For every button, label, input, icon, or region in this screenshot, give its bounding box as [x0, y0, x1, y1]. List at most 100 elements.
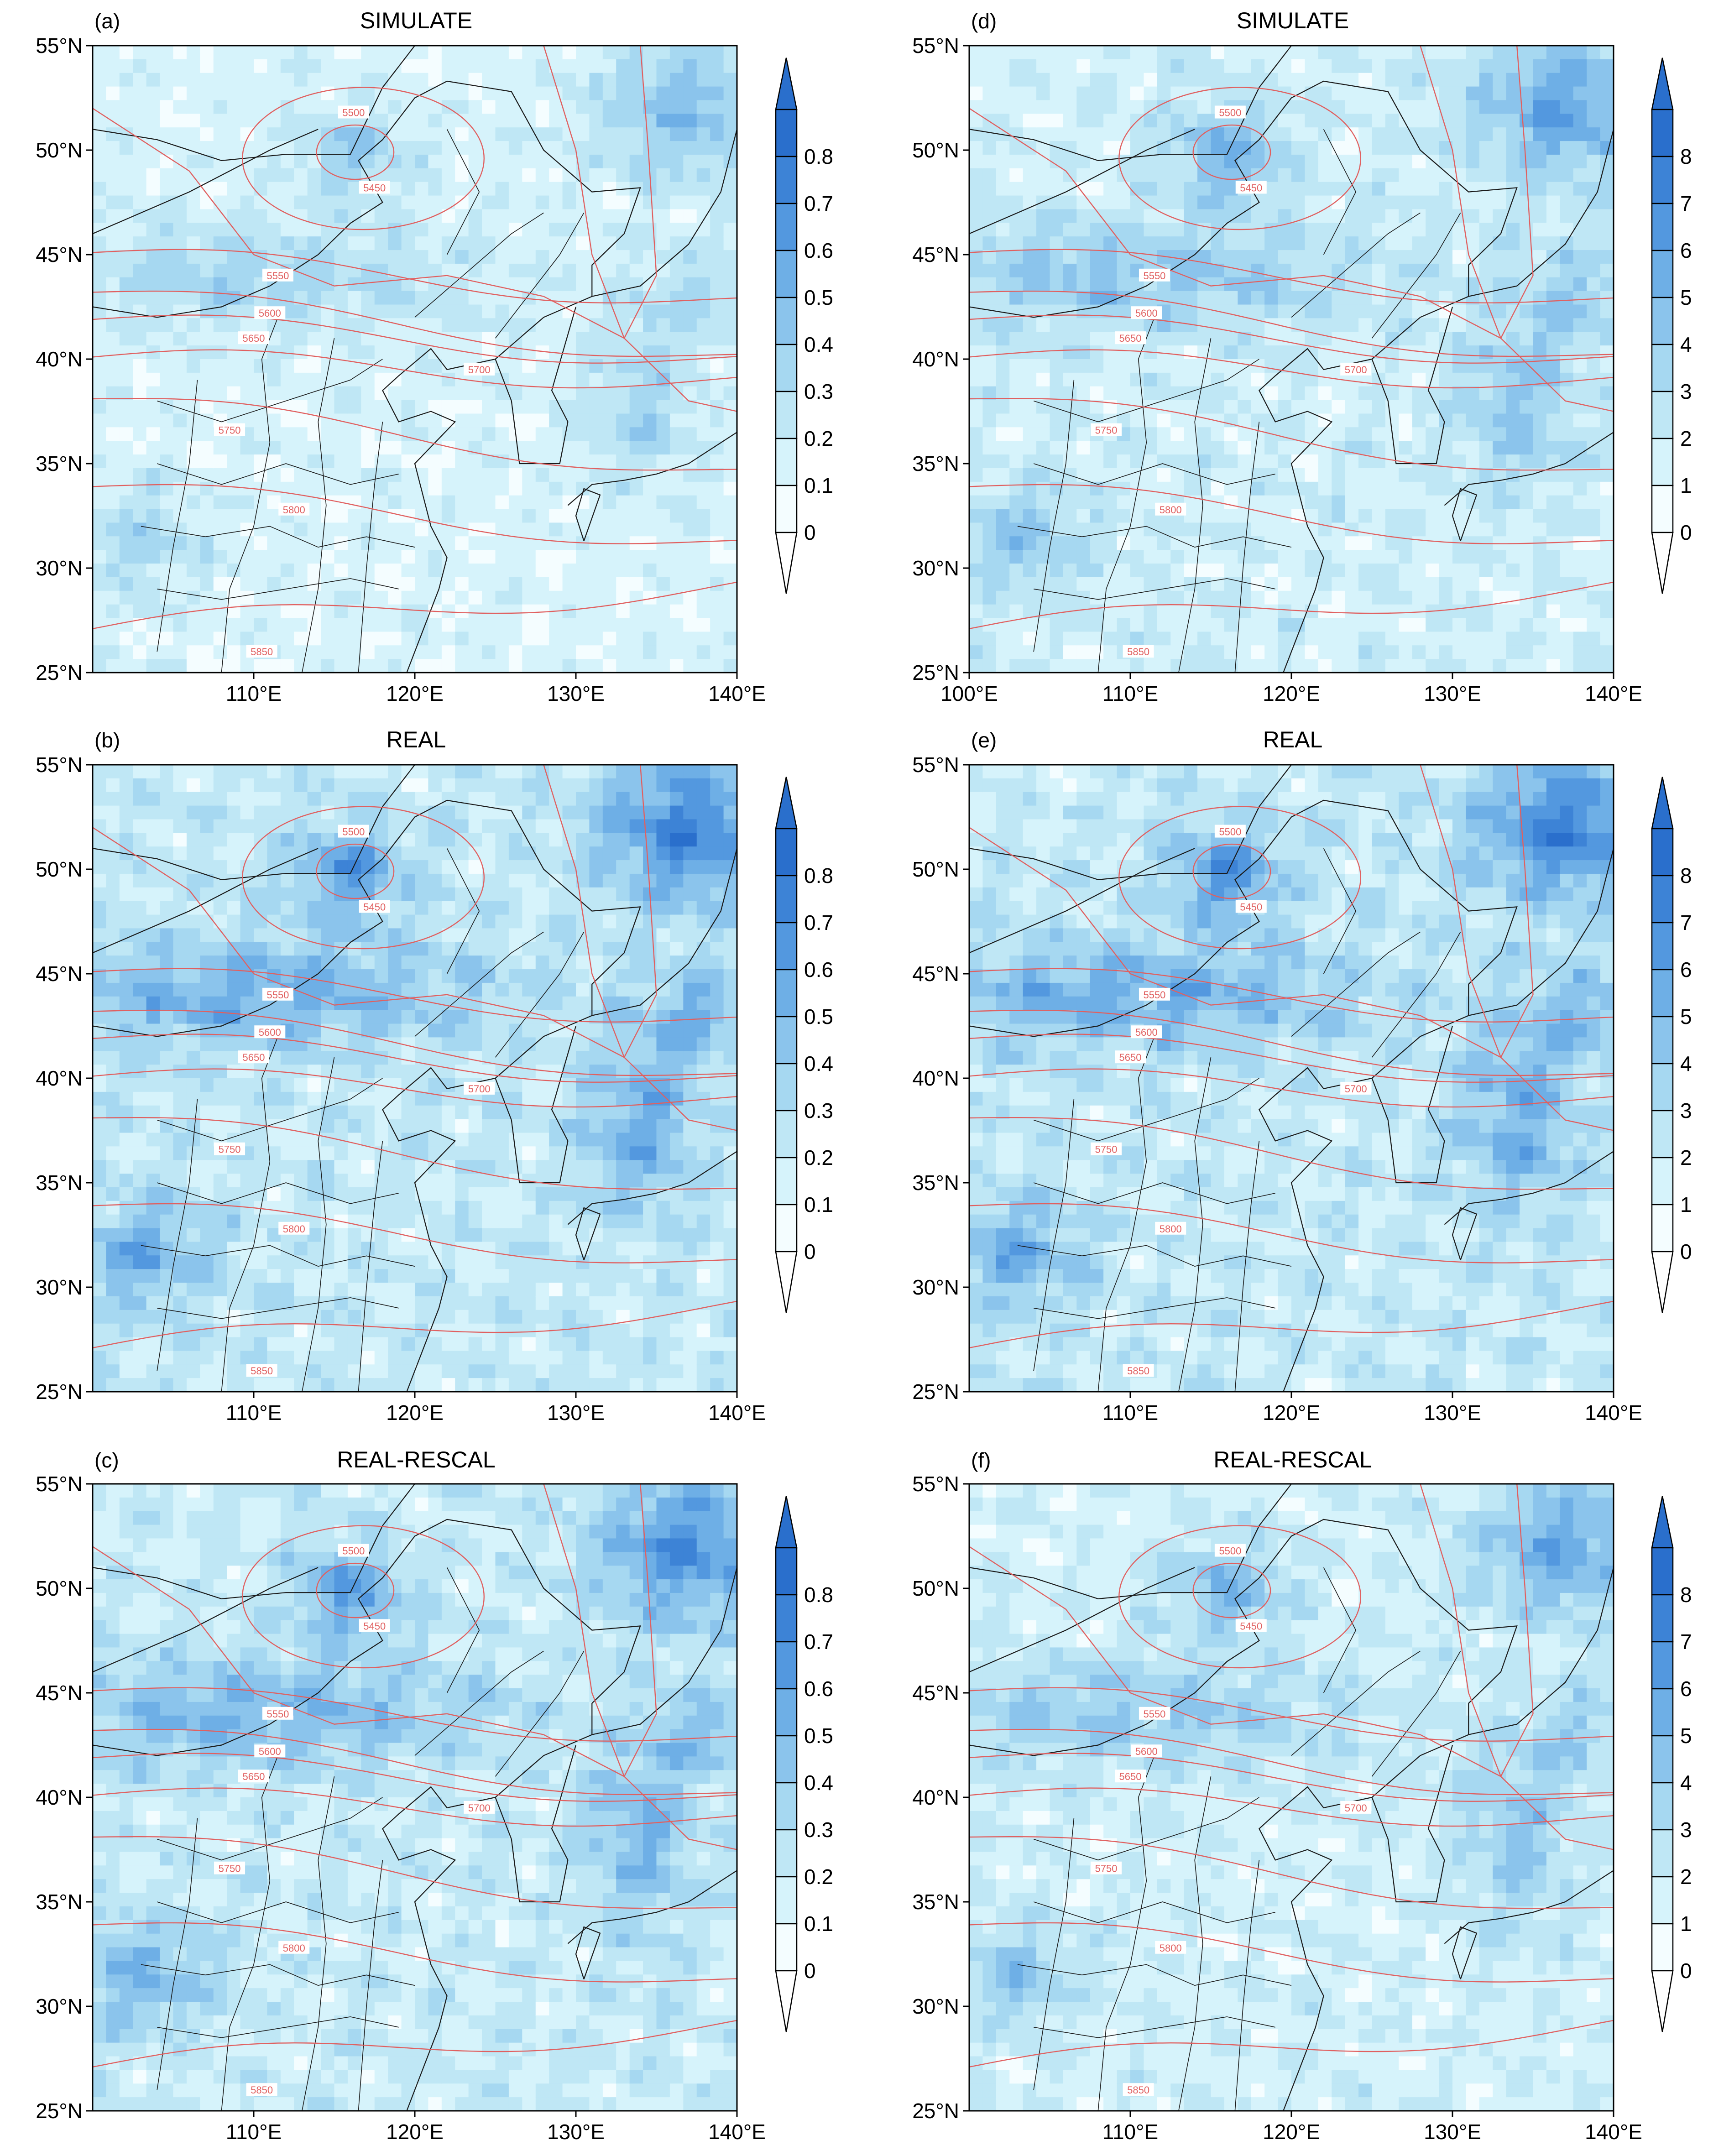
contour-5850	[969, 2020, 1614, 2067]
x-tick-label: 110°E	[1102, 2120, 1158, 2144]
contour-5500	[1118, 87, 1361, 230]
height-contours	[969, 765, 1614, 1348]
colorbar-tick-label: 1	[1680, 474, 1692, 497]
contour-label: 5700	[1345, 1083, 1367, 1095]
x-tick-label: 110°E	[1102, 682, 1158, 705]
contour-label: 5450	[363, 1620, 386, 1632]
contour-5450	[1192, 124, 1271, 180]
y-tick-label: 25°N	[912, 2099, 959, 2123]
shaded-field	[969, 765, 1614, 1392]
y-tick-label: 45°N	[912, 962, 959, 986]
map-panel-f: 5450 5500 5550 5600 5650 5700 5750 5800 5850 55°N…	[912, 1447, 1692, 2144]
y-tick-label: 55°N	[912, 753, 959, 777]
contour-label: 5750	[219, 1144, 241, 1155]
contour-label: 5850	[1127, 2084, 1149, 2096]
contour-label: 5550	[266, 1708, 289, 1720]
y-tick-label: 55°N	[36, 1472, 83, 1496]
panel-title: SIMULATE	[1237, 8, 1349, 33]
contour-5800	[93, 1203, 737, 1263]
contour-label: 5450	[1240, 901, 1262, 913]
contour-label: 5600	[259, 308, 281, 319]
y-tick-label: 35°N	[912, 452, 959, 475]
map-panel-a: 5450 5500 5550 5600 5650 5700 5750 5800 5850 55°N…	[36, 8, 833, 705]
colorbar-tick-label: 6	[1680, 1677, 1692, 1701]
contour-5600	[969, 1009, 1614, 1076]
height-contours	[93, 765, 737, 1348]
contour-5750	[93, 1117, 737, 1190]
contour-5600	[969, 1728, 1614, 1796]
colorbar-tick-label: 0.4	[804, 333, 833, 356]
contour-5600	[93, 1728, 737, 1796]
x-tick-label: 130°E	[547, 682, 605, 705]
contour-5700	[969, 349, 1614, 389]
contour-5550	[969, 249, 1614, 303]
colorbar-tick-label: 0	[1680, 521, 1692, 544]
y-tick-label: 25°N	[36, 1380, 83, 1404]
contour-5550	[93, 968, 737, 1023]
contour-5450	[316, 1562, 395, 1618]
contour-label: 5750	[219, 425, 241, 436]
contour-label: 5500	[342, 1545, 365, 1557]
contour-label: 5450	[1240, 182, 1262, 193]
colorbar-tick-label: 0	[1680, 1959, 1692, 1983]
contour-5800	[969, 1922, 1614, 1983]
contour-label: 5750	[1095, 1863, 1118, 1874]
colorbar-tick-label: 0.7	[804, 911, 833, 934]
colorbar-tick-label: 4	[1680, 1771, 1692, 1795]
contour-label: 5850	[1127, 1365, 1149, 1377]
x-tick-label: 140°E	[1585, 2120, 1642, 2144]
boundary-lines	[969, 1484, 1614, 2111]
panel-label: (e)	[971, 728, 997, 752]
contour-label: 5550	[1143, 270, 1165, 282]
contour-label: 5700	[468, 364, 491, 376]
contour-label: 5450	[1240, 1620, 1262, 1632]
contour-label: 5650	[243, 1052, 265, 1063]
contour-5550	[969, 1687, 1614, 1742]
contour-label: 5700	[468, 1802, 491, 1814]
contour-label: 5550	[266, 270, 289, 282]
colorbar-tick-label: 0.6	[804, 958, 833, 981]
x-tick-label: 120°E	[1263, 1401, 1320, 1425]
contour-5550	[969, 968, 1614, 1023]
contour-label: 5750	[1095, 1144, 1118, 1155]
colorbar-tick-label: 2	[1680, 1146, 1692, 1169]
contour-5650	[969, 314, 1614, 364]
x-tick-label: 140°E	[1585, 1401, 1642, 1425]
y-tick-label: 25°N	[912, 1380, 959, 1404]
colorbar-tick-label: 1	[1680, 1193, 1692, 1216]
height-contours	[93, 1484, 737, 2067]
x-tick-label: 130°E	[1424, 1401, 1481, 1425]
contour-5650	[93, 314, 737, 364]
y-tick-label: 35°N	[36, 1890, 83, 1914]
colorbar-tick-label: 0.6	[804, 239, 833, 262]
colorbar-tick-label: 7	[1680, 1630, 1692, 1654]
contour-5700	[93, 1787, 737, 1827]
contour-5450	[316, 124, 395, 180]
colorbar-tick-label: 0.8	[804, 1583, 833, 1607]
contour-5600	[93, 290, 737, 357]
colorbar-tick-label: 0.1	[804, 474, 833, 497]
contour-label: 5600	[259, 1746, 281, 1757]
colorbar-tick-label: 0.4	[804, 1052, 833, 1075]
y-tick-label: 25°N	[36, 2099, 83, 2123]
contour-5600	[969, 290, 1614, 357]
colorbar-tick-label: 0.3	[804, 380, 833, 403]
colorbar-tick-label: 3	[1680, 1818, 1692, 1842]
colorbar-tick-label: 0.7	[804, 192, 833, 215]
colorbar-tick-label: 5	[1680, 1005, 1692, 1028]
y-tick-label: 40°N	[912, 1785, 959, 1809]
contour-5550	[93, 1687, 737, 1742]
colorbar-tick-label: 6	[1680, 239, 1692, 262]
contour-5500	[1118, 806, 1361, 950]
contour-label: 5750	[219, 1863, 241, 1874]
height-contours	[969, 1484, 1614, 2067]
contour-5650	[969, 1753, 1614, 1802]
colorbar-tick-label: 0.2	[804, 1865, 833, 1889]
boundary-lines	[93, 46, 737, 673]
contour-label: 5800	[1160, 504, 1182, 516]
y-tick-label: 45°N	[36, 962, 83, 986]
y-tick-label: 45°N	[912, 243, 959, 266]
contour-label: 5650	[243, 1771, 265, 1782]
contour-5550	[93, 249, 737, 303]
colorbar-tick-label: 0.5	[804, 286, 833, 309]
